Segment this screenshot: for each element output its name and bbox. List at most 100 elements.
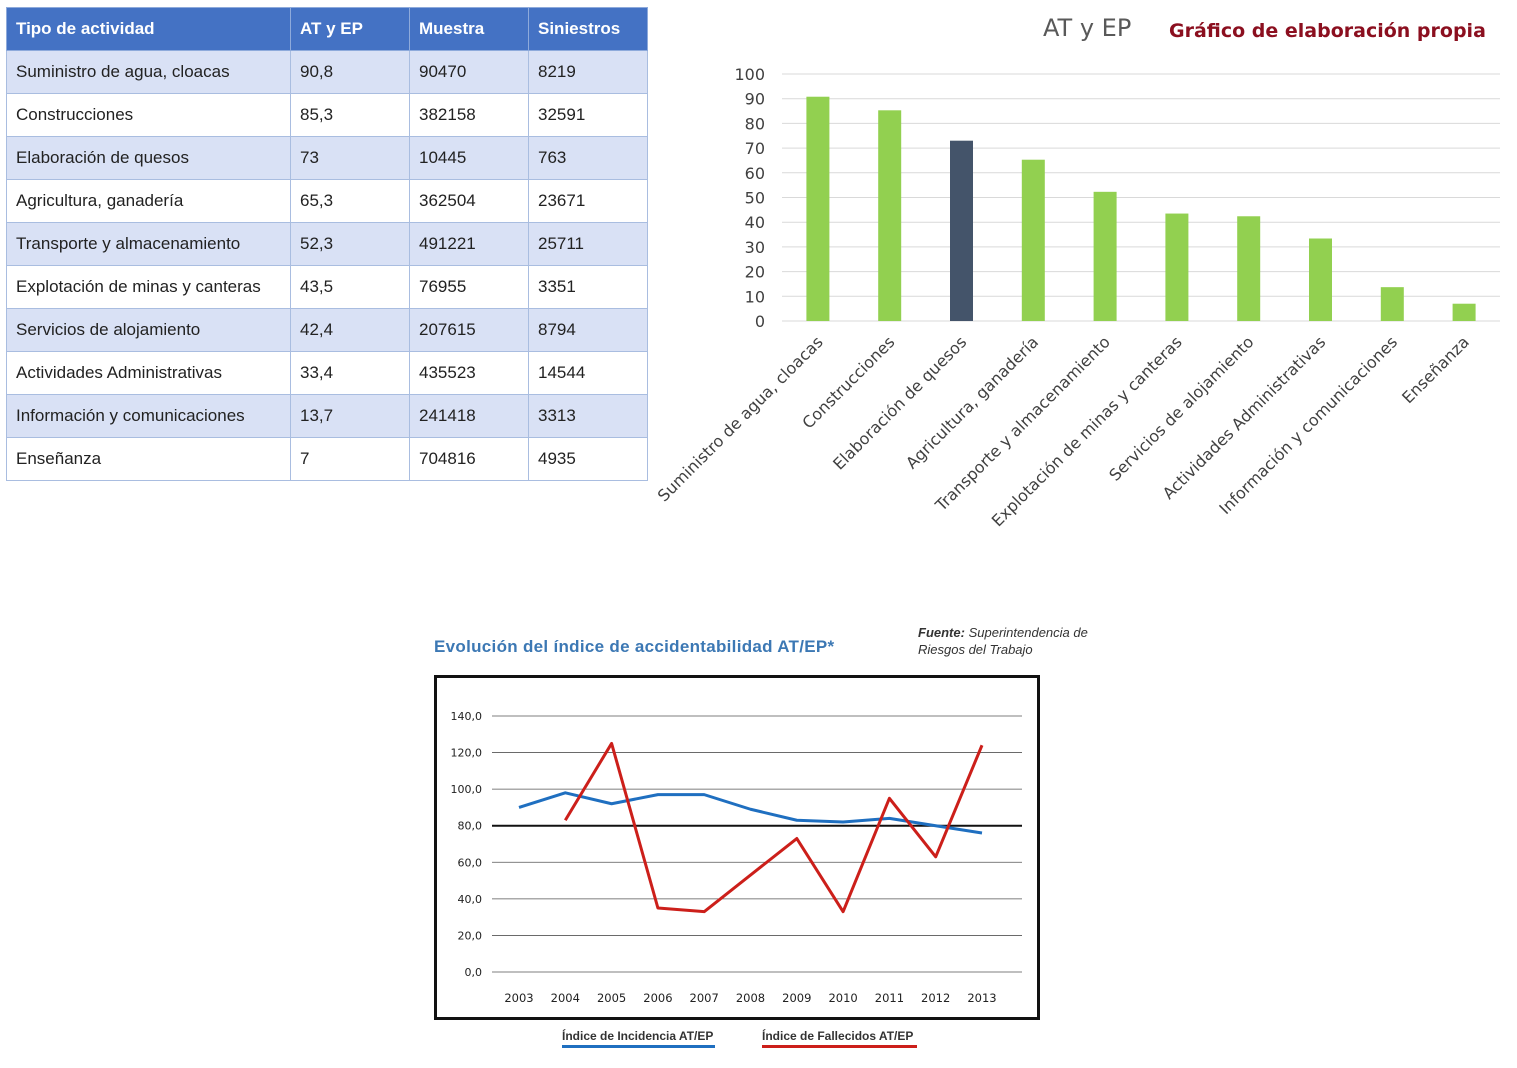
table-row: Servicios de alojamiento 42,4 207615 879… (6, 308, 648, 352)
line-chart: 0,0 20,0 40,0 60,0 80,0 100,0 120,0 140,0 2003 20… (451, 710, 1022, 1005)
table-cell: 13,7 (290, 394, 410, 438)
table-cell: 14544 (528, 351, 648, 395)
x-tick-label: 2012 (921, 991, 950, 1005)
table-cell: 207615 (409, 308, 529, 352)
table-cell: Agricultura, ganadería (6, 179, 291, 223)
y-tick-label: 90 (745, 90, 765, 109)
y-tick-label: 40 (745, 213, 765, 232)
bar (950, 140, 973, 321)
bar (1093, 191, 1117, 321)
table-cell: Suministro de agua, cloacas (6, 50, 291, 94)
y-tick-label: 40,0 (458, 893, 483, 906)
table-cell: Construcciones (6, 93, 291, 137)
x-tick-label: 2007 (690, 991, 719, 1005)
y-tick-label: 140,0 (451, 710, 483, 723)
table-cell: Transporte y almacenamiento (6, 222, 291, 266)
y-tick-label: 120,0 (451, 747, 483, 760)
table-cell: 10445 (409, 136, 529, 180)
table-cell: 65,3 (290, 179, 410, 223)
y-tick-label: 100 (734, 65, 765, 84)
table-cell: 763 (528, 136, 648, 180)
legend-item-fallecidos: Índice de Fallecidos AT/EP (762, 1029, 917, 1048)
legend-swatch (562, 1045, 715, 1048)
table-cell: 25711 (528, 222, 648, 266)
table-cell: 90470 (409, 50, 529, 94)
column-header[interactable]: AT y EP (290, 7, 410, 51)
activity-table: Tipo de actividad AT y EP Muestra Sinies… (6, 7, 648, 481)
series-line-fallecidos (564, 741, 984, 914)
bar (1237, 216, 1261, 321)
y-tick-label: 20 (745, 263, 765, 282)
bar-chart-note: Gráfico de elaboración propia (1169, 20, 1486, 42)
bar (806, 96, 830, 321)
y-tick-label: 50 (745, 189, 765, 208)
table-cell: Servicios de alojamiento (6, 308, 291, 352)
table-cell: 3313 (528, 394, 648, 438)
table-row: Enseñanza 7 704816 4935 (6, 437, 648, 481)
x-tick-label: 2010 (828, 991, 857, 1005)
legend-item-incidencia: Índice de Incidencia AT/EP (562, 1029, 715, 1048)
legend-label: Índice de Incidencia AT/EP (562, 1029, 714, 1043)
table-cell: 33,4 (290, 351, 410, 395)
column-header[interactable]: Muestra (409, 7, 529, 51)
table-cell: 76955 (409, 265, 529, 309)
bar (1021, 159, 1045, 321)
table-cell: 241418 (409, 394, 529, 438)
y-tick-label: 0,0 (465, 966, 483, 979)
x-tick-label: Agricultura, ganadería (902, 332, 1042, 472)
x-tick-label: Servicios de alojamiento (1105, 332, 1257, 484)
x-tick-label: Enseñanza (1398, 332, 1473, 407)
y-tick-label: 30 (745, 238, 765, 257)
table-row: Agricultura, ganadería 65,3 362504 23671 (6, 179, 648, 223)
table-cell: Elaboración de quesos (6, 136, 291, 180)
table-row: Construcciones 85,3 382158 32591 (6, 93, 648, 137)
table-cell: 43,5 (290, 265, 410, 309)
table-row: Transporte y almacenamiento 52,3 491221 … (6, 222, 648, 266)
y-tick-label: 20,0 (458, 929, 483, 942)
x-tick-label: Elaboración de quesos (829, 332, 970, 473)
table-row: Elaboración de quesos 73 10445 763 (6, 136, 648, 180)
x-tick-label: 2009 (782, 991, 811, 1005)
table-cell: 23671 (528, 179, 648, 223)
bar (1309, 238, 1332, 321)
bar-chart-title: AT y EP (1043, 14, 1132, 42)
line-chart-title: Evolución del índice de accidentabilidad… (434, 637, 835, 656)
column-header[interactable]: Siniestros (528, 7, 648, 51)
x-tick-label: 2011 (875, 991, 904, 1005)
y-tick-label: 80,0 (458, 820, 483, 833)
y-tick-label: 10 (745, 287, 765, 306)
table-header-row: Tipo de actividad AT y EP Muestra Sinies… (6, 7, 648, 51)
y-tick-label: 80 (745, 114, 765, 133)
table-cell: 435523 (409, 351, 529, 395)
legend-swatch (762, 1045, 917, 1048)
bar (1165, 213, 1189, 321)
table-cell: Información y comunicaciones (6, 394, 291, 438)
y-tick-label: 0 (755, 312, 765, 331)
line-chart-frame: 0,0 20,0 40,0 60,0 80,0 100,0 120,0 140,0 2003 20… (434, 675, 1040, 1020)
y-tick-label: 100,0 (451, 783, 483, 796)
x-tick-label: 2003 (504, 991, 533, 1005)
table-cell: 8219 (528, 50, 648, 94)
table-row: Información y comunicaciones 13,7 241418… (6, 394, 648, 438)
table-cell: 8794 (528, 308, 648, 352)
bar (878, 110, 902, 322)
bar (1380, 287, 1404, 321)
table-cell: 7 (290, 437, 410, 481)
table-row: Actividades Administrativas 33,4 435523 … (6, 351, 648, 395)
table-cell: 90,8 (290, 50, 410, 94)
table-cell: 4935 (528, 437, 648, 481)
source-note: Fuente: Superintendencia de Riesgos del … (918, 624, 1118, 658)
x-tick-label: 2006 (643, 991, 672, 1005)
bar (1452, 303, 1476, 321)
x-tick-label: 2005 (597, 991, 626, 1005)
table-cell: 704816 (409, 437, 529, 481)
source-label: Fuente: (918, 625, 965, 640)
y-tick-label: 70 (745, 139, 765, 158)
x-tick-label: 2013 (967, 991, 996, 1005)
table-cell: 32591 (528, 93, 648, 137)
column-header[interactable]: Tipo de actividad (6, 7, 291, 51)
table-cell: 491221 (409, 222, 529, 266)
table-cell: 42,4 (290, 308, 410, 352)
table-cell: Actividades Administrativas (6, 351, 291, 395)
